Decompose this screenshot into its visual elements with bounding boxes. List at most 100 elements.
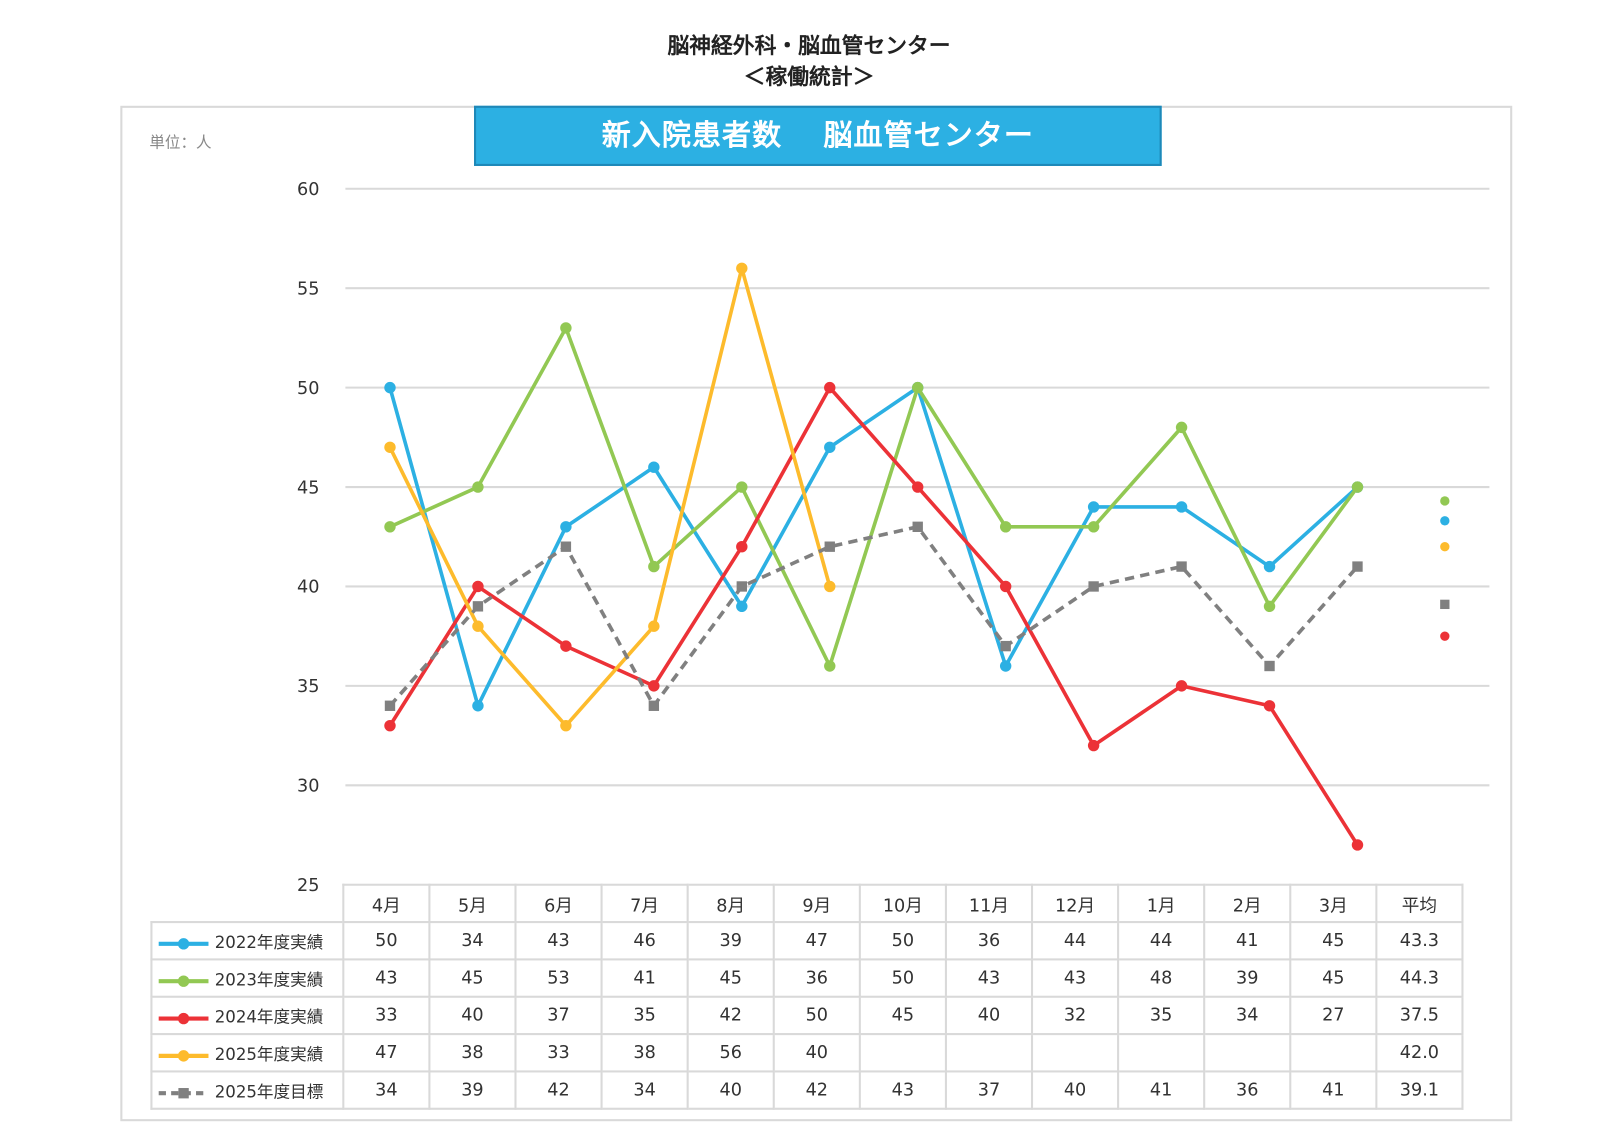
legend-swatch-icon: [158, 974, 209, 987]
value-cell: 37: [514, 995, 603, 1036]
legend-cell: 2025年度実績: [150, 1033, 345, 1073]
value-cell: 40: [686, 1070, 775, 1110]
data-point: [1087, 739, 1100, 752]
table-row: 2025年度目標 34 39 42 34 40 42 43 37 40 41 36 41 39.1: [150, 1070, 1464, 1110]
value-cell: 42: [686, 995, 775, 1036]
legend-cell: 2023年度実績: [150, 958, 345, 998]
value-cell: 39: [1203, 958, 1292, 998]
series-line: [389, 326, 1359, 668]
column-header-average: 平均: [1375, 883, 1464, 924]
column-header: 12月: [1030, 883, 1120, 924]
value-cell: [1289, 1033, 1378, 1073]
column-header: 9月: [772, 883, 861, 924]
data-point: [824, 381, 836, 394]
value-cell: 41: [600, 958, 689, 998]
value-cell: 34: [600, 1070, 689, 1110]
value-cell: [1030, 1033, 1120, 1073]
data-table: 4月 5月 6月 7月 8月 9月 10月 11月 12月 1月 2月 3月 平均 2022年度実績 50 3…: [150, 883, 1464, 1110]
value-cell: 40: [944, 995, 1034, 1036]
data-point: [1264, 660, 1275, 672]
data-point: [472, 700, 484, 712]
average-point: [1440, 542, 1450, 552]
value-cell: 45: [858, 995, 947, 1036]
value-cell: 40: [772, 1033, 861, 1073]
legend-label: 2025年度目標: [214, 1081, 324, 1102]
column-header: 2月: [1203, 883, 1292, 924]
data-point: [648, 680, 660, 692]
value-cell: 38: [600, 1033, 689, 1073]
data-point: [384, 521, 396, 533]
y-tick-label: 55: [297, 279, 319, 299]
legend-cell: 2025年度目標: [150, 1070, 345, 1110]
value-cell: 43: [342, 958, 431, 998]
value-cell: 43: [514, 921, 603, 961]
y-tick-label: 30: [297, 777, 319, 797]
y-tick-label: 25: [297, 876, 319, 896]
data-point: [1263, 560, 1276, 573]
legend-swatch-icon: [158, 937, 209, 950]
value-cell: 39: [686, 921, 775, 961]
value-cell: 47: [342, 1033, 431, 1073]
series-line: [388, 524, 1359, 708]
series-line: [388, 385, 1360, 846]
page-title: 脳神経外科・脳血管センター: [667, 33, 951, 59]
data-point: [1263, 600, 1276, 613]
data-point: [824, 660, 836, 672]
data-point: [648, 560, 660, 573]
data-point: [1175, 680, 1188, 692]
legend-cell: 2024年度実績: [150, 995, 345, 1036]
value-cell: 33: [342, 995, 431, 1036]
table-corner: [151, 885, 343, 922]
value-cell: 45: [1289, 921, 1378, 961]
legend-swatch-icon: [158, 1012, 209, 1024]
value-cell: 41: [1289, 1070, 1378, 1110]
column-header: 4月: [342, 883, 431, 924]
data-point: [736, 600, 748, 613]
data-point: [384, 719, 396, 732]
value-cell: 42: [514, 1070, 603, 1110]
average-cell: 39.1: [1375, 1070, 1464, 1110]
value-cell: 35: [1117, 995, 1206, 1036]
data-point: [648, 620, 660, 632]
data-point: [912, 521, 923, 532]
value-cell: 37: [944, 1070, 1034, 1110]
page-subtitle: ＜稼働統計＞: [743, 64, 875, 90]
average-point: [1440, 599, 1450, 610]
legend-label: 2024年度実績: [214, 1007, 324, 1027]
data-point: [472, 601, 484, 612]
value-cell: 41: [1203, 921, 1292, 961]
data-point: [912, 481, 924, 493]
value-cell: [858, 1033, 947, 1073]
data-point: [1351, 481, 1364, 493]
table-row: 2023年度実績 43 45 53 41 45 36 50 43 43 48 39 45 44.3: [150, 958, 1464, 998]
value-cell: 53: [514, 958, 603, 998]
legend-label: 2025年度実績: [214, 1044, 324, 1065]
value-cell: 43: [1030, 958, 1120, 998]
data-point: [1087, 501, 1100, 513]
data-point: [1088, 581, 1099, 592]
data-point: [1176, 561, 1187, 572]
legend-label: 2022年度実績: [214, 932, 324, 953]
value-cell: 43: [858, 1070, 947, 1110]
column-header: 5月: [428, 883, 517, 924]
value-cell: [944, 1033, 1034, 1073]
unit-label: 単位：人: [149, 132, 212, 152]
data-point: [999, 660, 1012, 672]
data-point: [472, 620, 484, 632]
value-cell: 40: [1030, 1070, 1120, 1110]
data-point: [736, 581, 747, 592]
value-cell: 50: [342, 921, 431, 961]
value-cell: 34: [1203, 995, 1292, 1036]
series-line: [388, 266, 832, 728]
value-cell: 48: [1117, 958, 1206, 998]
data-point: [1175, 501, 1188, 513]
data-point: [736, 540, 748, 553]
data-point: [384, 700, 396, 711]
data-point: [1263, 700, 1276, 712]
table-row: 2024年度実績 33 40 37 35 42 50 45 40 32 35 34 27 37.5: [150, 995, 1464, 1036]
data-point: [824, 541, 835, 552]
value-cell: 36: [944, 921, 1034, 961]
value-cell: 47: [772, 921, 861, 961]
legend-label: 2023年度実績: [214, 969, 324, 990]
